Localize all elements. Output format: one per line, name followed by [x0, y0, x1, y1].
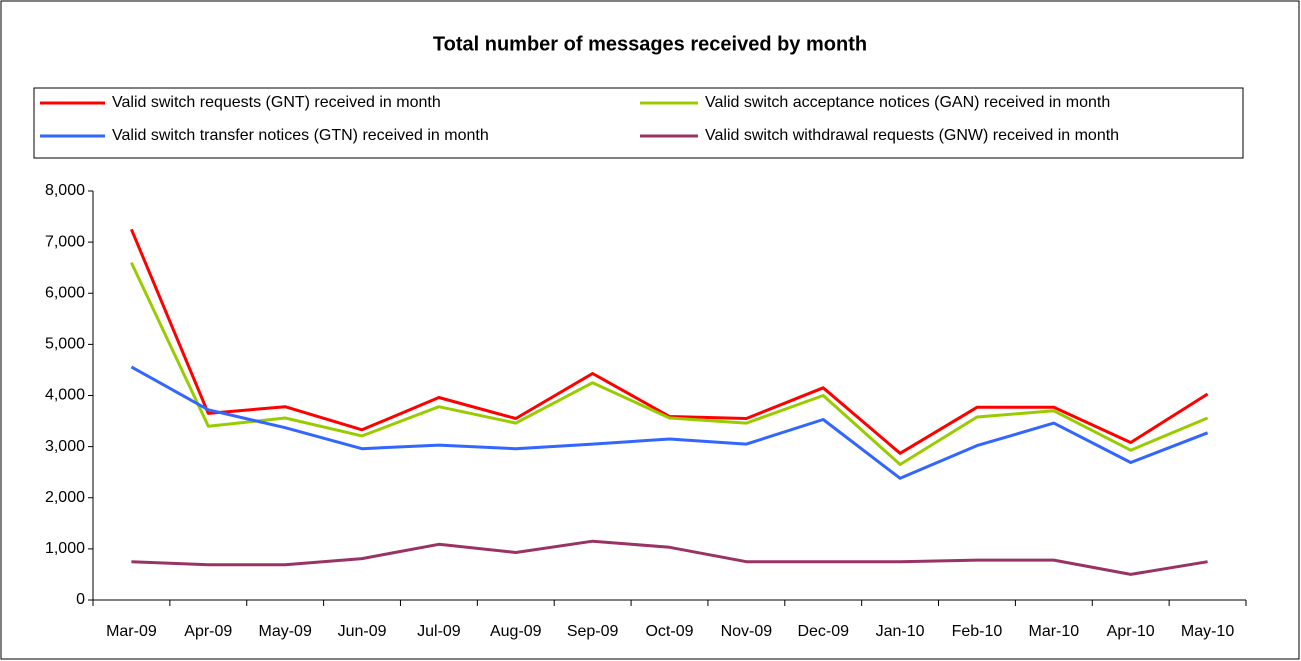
- legend-label: Valid switch transfer notices (GTN) rece…: [112, 127, 489, 144]
- x-tick-label: Jun-09: [338, 623, 387, 640]
- x-tick-label: May-09: [258, 623, 311, 640]
- series-line: [131, 539, 1208, 576]
- x-tick-label: Feb-10: [952, 623, 1003, 640]
- y-tick-label: 0: [76, 591, 85, 608]
- x-tick-label: Jul-09: [417, 623, 461, 640]
- x-tick-label: Jan-10: [876, 623, 925, 640]
- series-line: [130, 261, 1209, 466]
- y-tick-label: 4,000: [45, 387, 85, 404]
- x-tick-label: Oct-09: [645, 623, 693, 640]
- x-tick-label: Apr-09: [184, 623, 232, 640]
- legend-label: Valid switch requests (GNT) received in …: [112, 94, 441, 111]
- chart-title: Total number of messages received by mon…: [433, 33, 867, 55]
- y-tick-label: 3,000: [45, 438, 85, 455]
- x-tick-label: Mar-09: [106, 623, 157, 640]
- y-tick-label: 1,000: [45, 540, 85, 557]
- x-tick-label: Sep-09: [567, 623, 619, 640]
- y-tick-label: 7,000: [45, 233, 85, 250]
- x-tick-label: May-10: [1181, 623, 1234, 640]
- x-tick-label: Aug-09: [490, 623, 542, 640]
- x-tick-label: Nov-09: [721, 623, 773, 640]
- y-tick-label: 5,000: [45, 336, 85, 353]
- legend-label: Valid switch acceptance notices (GAN) re…: [705, 94, 1110, 111]
- legend-label: Valid switch withdrawal requests (GNW) r…: [705, 127, 1119, 144]
- y-tick-label: 2,000: [45, 489, 85, 506]
- series-line: [130, 365, 1209, 480]
- x-tick-label: Mar-10: [1028, 623, 1079, 640]
- y-tick-label: 8,000: [45, 182, 85, 199]
- x-tick-label: Apr-10: [1107, 623, 1155, 640]
- y-tick-label: 6,000: [45, 284, 85, 301]
- x-tick-label: Dec-09: [797, 623, 849, 640]
- legend-box: [33, 87, 1244, 159]
